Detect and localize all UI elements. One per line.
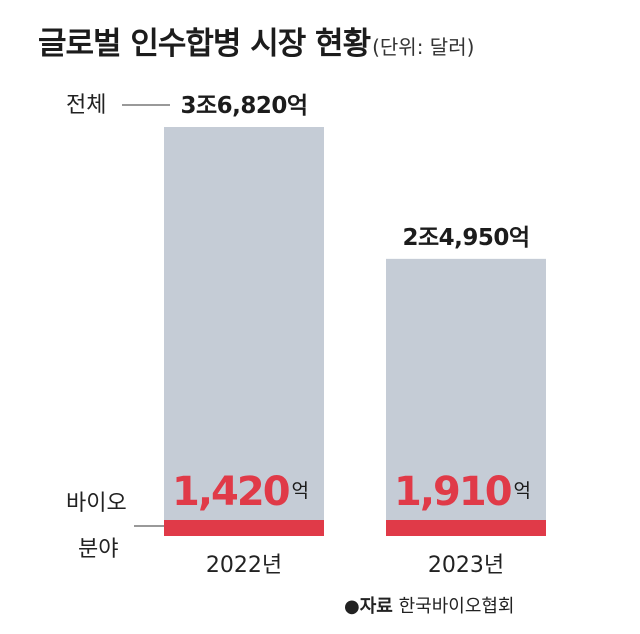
total-value-label: 3조6,820억	[180, 93, 307, 119]
bio-value-label: 1,910 억	[394, 469, 531, 515]
unit-label: (단위: 달러)	[372, 35, 475, 59]
total-callout-label: 전체	[66, 93, 106, 118]
bio-callout-label-line2: 분야	[78, 537, 118, 562]
bio-bar	[386, 520, 546, 536]
title-row: 글로벌 인수합병 시장 현황 (단위: 달러)	[38, 18, 474, 63]
bio-value-label: 1,420 억	[172, 469, 309, 515]
source-org: 한국바이오협회	[398, 596, 515, 617]
x-category-label: 2023년	[428, 553, 504, 578]
chart-title: 글로벌 인수합병 시장 현황	[38, 26, 371, 62]
x-category-label: 2022년	[206, 553, 282, 578]
source-note: ●자료 한국바이오협회	[344, 592, 515, 618]
bio-callout-label: 바이오	[66, 491, 127, 516]
bullet-icon: ●	[344, 596, 360, 617]
total-bar	[386, 258, 546, 536]
total-value-label: 2조4,950억	[402, 225, 529, 251]
source-label: 자료	[359, 596, 393, 617]
total-bar	[164, 127, 324, 536]
bio-bar	[164, 520, 324, 536]
